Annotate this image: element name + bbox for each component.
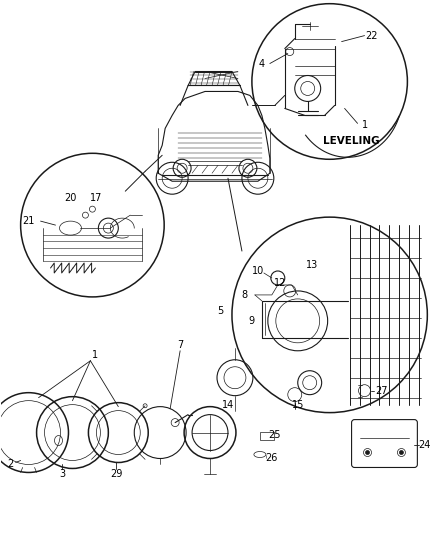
Text: 29: 29	[110, 470, 123, 480]
Text: 22: 22	[365, 30, 378, 41]
Text: 12: 12	[274, 278, 286, 288]
Text: 1: 1	[92, 350, 99, 360]
Text: 13: 13	[306, 260, 318, 270]
Text: 9: 9	[249, 316, 255, 326]
Circle shape	[366, 450, 370, 455]
Text: 20: 20	[64, 193, 77, 203]
Text: 8: 8	[242, 290, 248, 300]
Text: 21: 21	[22, 216, 35, 226]
Text: 26: 26	[265, 453, 278, 463]
Text: 4: 4	[259, 59, 265, 69]
Text: 5: 5	[217, 306, 223, 316]
Text: 2: 2	[7, 459, 14, 470]
Text: 24: 24	[418, 440, 431, 449]
Text: 7: 7	[177, 340, 183, 350]
Text: 14: 14	[222, 400, 234, 410]
Text: 15: 15	[292, 400, 304, 410]
Text: 25: 25	[268, 430, 281, 440]
Text: 3: 3	[60, 470, 66, 480]
Text: 10: 10	[252, 266, 264, 276]
Text: LEVELING: LEVELING	[323, 136, 380, 147]
Circle shape	[399, 450, 403, 455]
Text: 17: 17	[90, 193, 102, 203]
Text: 1: 1	[361, 120, 367, 131]
Text: 27: 27	[375, 386, 388, 395]
